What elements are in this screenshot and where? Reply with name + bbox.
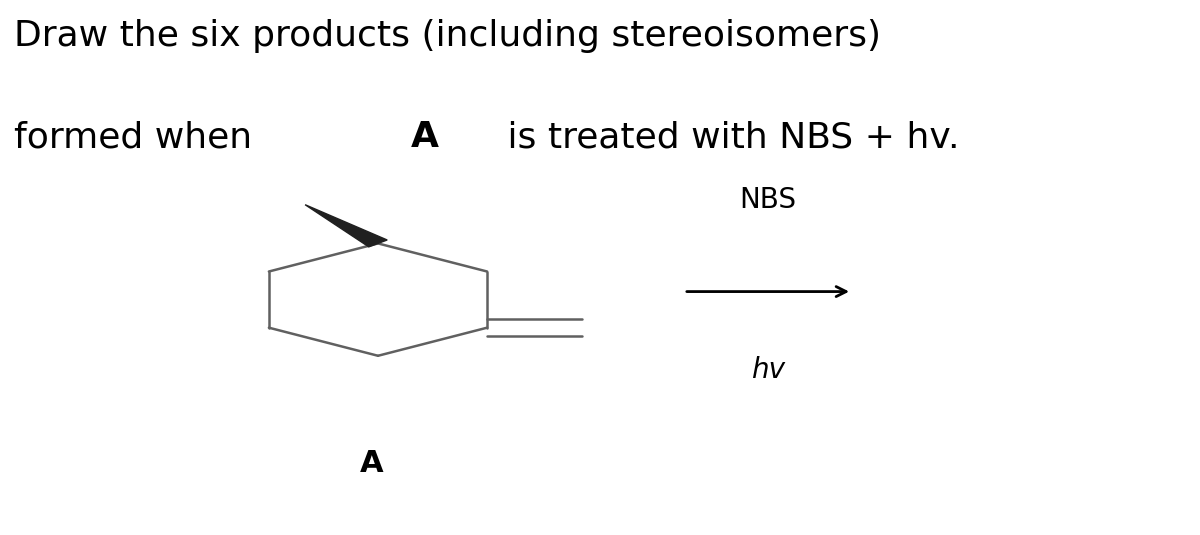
Text: NBS: NBS	[739, 186, 797, 214]
Text: A: A	[410, 120, 439, 155]
Text: hv: hv	[751, 356, 785, 384]
Text: A: A	[360, 449, 384, 478]
Text: formed when: formed when	[14, 120, 264, 155]
Text: is treated with NBS + hv.: is treated with NBS + hv.	[497, 120, 960, 155]
Text: Draw the six products (including stereoisomers): Draw the six products (including stereoi…	[14, 19, 881, 53]
Polygon shape	[305, 205, 388, 247]
